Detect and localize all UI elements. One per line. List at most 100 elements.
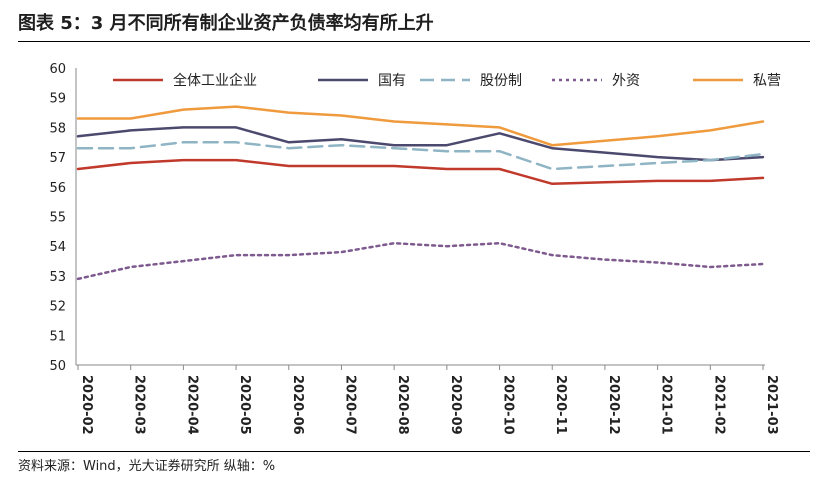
data-point [604, 151, 606, 153]
data-point [182, 108, 184, 110]
data-point [340, 114, 342, 116]
data-point [656, 162, 658, 164]
data-point [129, 162, 131, 164]
data-point [446, 144, 448, 146]
x-tick-label: 2020-03 [132, 375, 147, 435]
data-point [762, 263, 764, 265]
data-point [182, 260, 184, 262]
x-tick-label: 2020-11 [553, 375, 568, 435]
data-point [235, 126, 237, 128]
legend-label: 股份制 [480, 73, 522, 89]
data-point [551, 168, 553, 170]
y-tick-label: 54 [49, 240, 66, 255]
data-point [656, 180, 658, 182]
data-point [446, 168, 448, 170]
y-tick-label: 51 [49, 329, 66, 344]
data-point [235, 141, 237, 143]
data-point [393, 242, 395, 244]
data-point [129, 117, 131, 119]
data-point [498, 132, 500, 134]
data-point [709, 266, 711, 268]
series-line-3 [76, 241, 765, 281]
data-point [77, 117, 79, 119]
legend-label: 外资 [612, 73, 640, 89]
x-tick-label: 2020-02 [79, 375, 94, 435]
series-line-0 [76, 158, 765, 186]
data-point [446, 245, 448, 247]
data-point [709, 159, 711, 161]
y-tick-label: 53 [49, 270, 66, 285]
data-point [235, 254, 237, 256]
data-point [340, 144, 342, 146]
data-point [446, 150, 448, 152]
data-point [656, 261, 658, 263]
data-point [182, 159, 184, 161]
data-point [551, 254, 553, 256]
data-point [393, 144, 395, 146]
data-point [762, 177, 764, 179]
data-point [182, 141, 184, 143]
x-tick-label: 2020-04 [184, 375, 199, 435]
x-tick-label: 2021-01 [659, 375, 674, 435]
y-tick-label: 50 [49, 359, 66, 374]
data-point [498, 150, 500, 152]
data-point [604, 181, 606, 183]
x-tick-label: 2021-03 [764, 375, 779, 435]
data-point [604, 258, 606, 260]
y-tick-label: 52 [49, 300, 66, 315]
data-point [604, 165, 606, 167]
data-point [340, 251, 342, 253]
x-axis: 2020-02 2020-03 2020-04 2020-05 2020-06 2020-… [76, 364, 779, 435]
data-point [288, 165, 290, 167]
chart-legend: 全体工业企业 国有 股份制 外资 私营 [113, 72, 781, 89]
y-tick-label: 60 [49, 62, 66, 77]
data-point [393, 120, 395, 122]
data-point [288, 141, 290, 143]
data-point [551, 183, 553, 185]
data-point [709, 180, 711, 182]
x-tick-label: 2020-08 [395, 375, 410, 435]
data-point [182, 126, 184, 128]
y-tick-label: 56 [49, 181, 66, 196]
data-point [762, 153, 764, 155]
data-point [288, 254, 290, 256]
source-note: 资料来源：Wind，光大证券研究所 纵轴：% [18, 459, 276, 474]
x-tick-label: 2020-05 [237, 375, 252, 435]
data-point [235, 105, 237, 107]
data-point [551, 144, 553, 146]
data-point [709, 129, 711, 131]
data-point [393, 165, 395, 167]
y-tick-label: 59 [49, 92, 66, 107]
legend-label: 全体工业企业 [173, 72, 257, 89]
x-tick-label: 2020-09 [448, 375, 463, 435]
data-point [762, 120, 764, 122]
x-tick-label: 2020-12 [606, 375, 621, 435]
x-tick-label: 2020-06 [290, 375, 305, 435]
footer-rule [18, 451, 810, 452]
x-tick-label: 2020-07 [342, 375, 357, 435]
data-point [656, 135, 658, 137]
series-lines [76, 105, 765, 281]
figure-title: 图表 5：3 月不同所有制企业资产负债率均有所上升 [18, 13, 434, 34]
data-point [235, 159, 237, 161]
legend-label: 私营 [753, 73, 781, 89]
data-point [762, 156, 764, 158]
data-point [498, 242, 500, 244]
data-point [77, 147, 79, 149]
data-point [498, 168, 500, 170]
data-point [77, 278, 79, 280]
y-tick-label: 58 [49, 121, 66, 136]
data-point [498, 126, 500, 128]
data-point [288, 111, 290, 113]
data-point [77, 135, 79, 137]
series-line-1 [76, 126, 765, 162]
y-axis: 50 51 52 53 54 55 56 57 58 59 60 [49, 62, 77, 374]
data-point [77, 168, 79, 170]
x-tick-label: 2020-10 [501, 375, 516, 435]
data-point [129, 147, 131, 149]
data-point [446, 123, 448, 125]
data-point [604, 140, 606, 142]
data-point [288, 147, 290, 149]
data-point [340, 138, 342, 140]
